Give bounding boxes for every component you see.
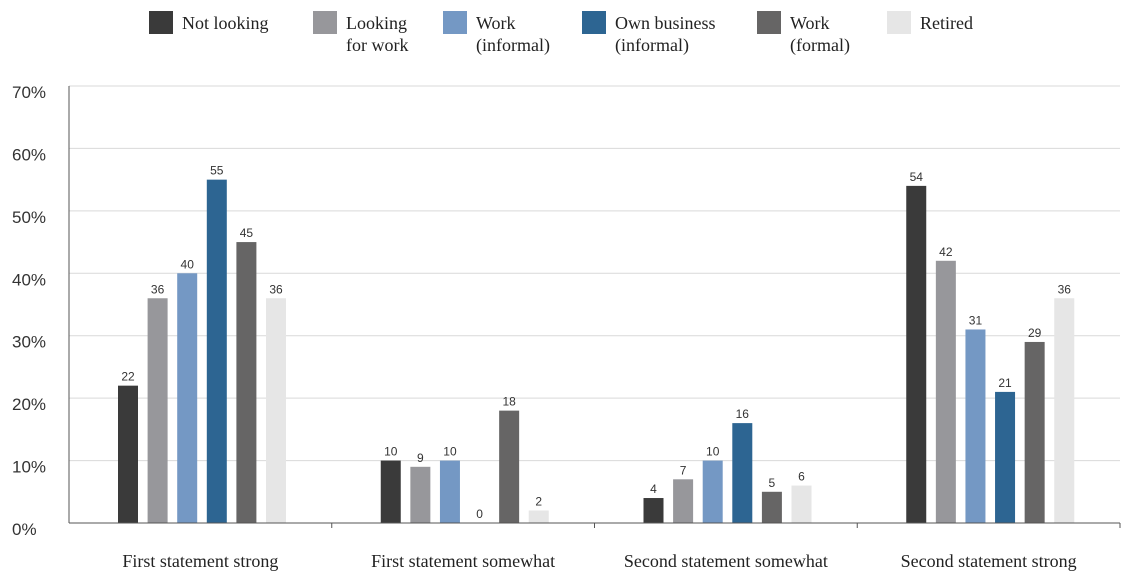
data-label: 22 xyxy=(121,370,135,384)
legend-label: Not looking xyxy=(182,13,269,33)
legend-swatch xyxy=(582,11,606,34)
data-label: 29 xyxy=(1028,326,1042,340)
data-label: 18 xyxy=(502,395,516,409)
legend-label: Own business xyxy=(615,13,716,33)
x-category-label: First statement somewhat xyxy=(371,551,555,571)
legend-swatch xyxy=(313,11,337,34)
legend-label: (formal) xyxy=(790,35,850,56)
y-tick-label: 70% xyxy=(12,83,46,102)
data-label: 10 xyxy=(443,445,457,459)
data-label: 21 xyxy=(998,376,1012,390)
data-label: 45 xyxy=(240,226,254,240)
bar xyxy=(147,298,168,523)
data-label: 54 xyxy=(910,170,924,184)
data-label: 36 xyxy=(1058,282,1072,296)
bar xyxy=(206,179,227,523)
x-category-label: First statement strong xyxy=(122,551,278,571)
y-tick-label: 20% xyxy=(12,395,46,414)
x-category-label: Second statement somewhat xyxy=(624,551,828,571)
data-label: 36 xyxy=(269,282,283,296)
legend-label: (informal) xyxy=(615,35,689,56)
bar xyxy=(791,485,812,523)
bar xyxy=(177,273,198,523)
data-label: 9 xyxy=(417,451,424,465)
legend-label: Work xyxy=(476,13,516,33)
legend-swatch xyxy=(757,11,781,34)
data-label: 31 xyxy=(969,313,983,327)
bar xyxy=(761,491,782,523)
legend-swatch xyxy=(149,11,173,34)
bar xyxy=(499,410,520,523)
y-tick-label: 50% xyxy=(12,208,46,227)
bar xyxy=(906,185,927,523)
bar xyxy=(118,385,138,523)
legend-label: for work xyxy=(346,35,408,55)
y-axis: 0% 10% 20% 30% 40% 50% 60% 70% xyxy=(12,83,70,539)
legend-label: Work xyxy=(790,13,830,33)
y-tick-label: 40% xyxy=(12,270,46,289)
bar xyxy=(935,260,956,523)
y-tick-label: 10% xyxy=(12,458,46,477)
y-tick-label: 30% xyxy=(12,333,46,352)
legend-swatch xyxy=(887,11,911,34)
bar xyxy=(439,460,460,523)
bar xyxy=(673,479,694,523)
legend-label: (informal) xyxy=(476,35,550,56)
data-label: 36 xyxy=(151,282,165,296)
data-label: 16 xyxy=(736,407,750,421)
bar xyxy=(380,460,401,523)
bar xyxy=(528,510,549,523)
data-label: 5 xyxy=(769,476,776,490)
data-label: 0 xyxy=(476,507,483,521)
data-label: 10 xyxy=(706,445,720,459)
bars: 22 36 40 55 45 36 10 9 10 0 18 2 4 7 10 16 5 6 54 42 31 21 29 3… xyxy=(118,164,1075,524)
data-label: 10 xyxy=(384,445,398,459)
bar xyxy=(965,329,986,523)
data-label: 7 xyxy=(680,463,687,477)
bar xyxy=(266,298,286,523)
data-label: 4 xyxy=(650,482,657,496)
bar xyxy=(410,466,431,523)
y-tick-label: 60% xyxy=(12,145,46,164)
x-axis: First statement strong First statement so… xyxy=(69,522,1121,571)
data-label: 40 xyxy=(181,257,195,271)
bar xyxy=(236,242,257,524)
data-label: 55 xyxy=(210,164,224,178)
bar xyxy=(1054,298,1075,523)
data-label: 6 xyxy=(798,470,805,484)
bar xyxy=(702,460,723,523)
bar xyxy=(995,391,1016,523)
legend-swatch xyxy=(443,11,467,34)
data-label: 2 xyxy=(535,495,542,509)
data-label: 42 xyxy=(939,245,953,259)
y-tick-label: 0% xyxy=(12,520,37,539)
bar xyxy=(732,423,753,523)
legend-label: Looking xyxy=(346,13,407,33)
bar xyxy=(1024,341,1045,523)
bar xyxy=(643,498,664,523)
x-category-label: Second statement strong xyxy=(901,551,1077,571)
legend-label: Retired xyxy=(920,13,973,33)
